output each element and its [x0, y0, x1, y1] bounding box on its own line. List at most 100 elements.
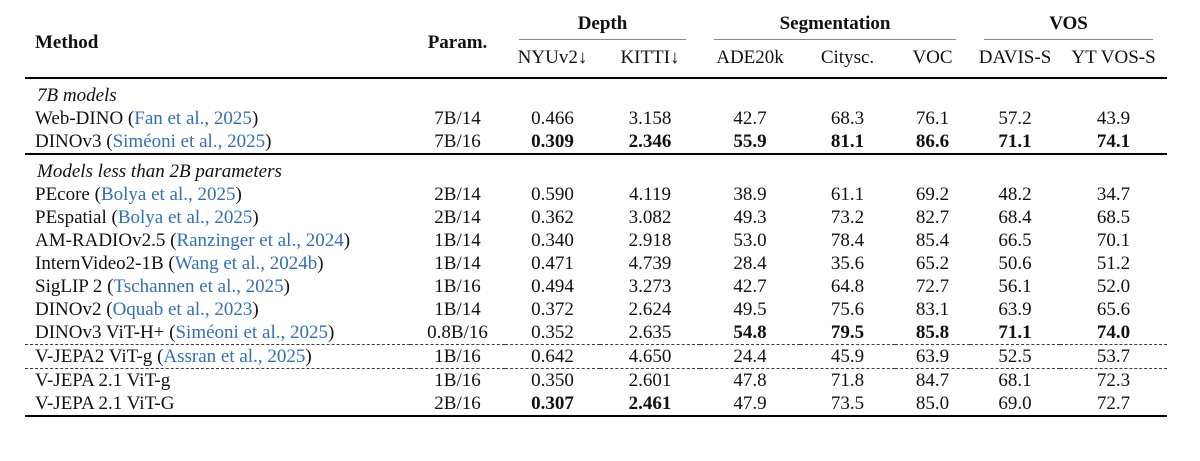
cell-method: DINOv2 (Oquab et al., 2023)	[35, 299, 259, 320]
method-name: InternVideo2-1B	[35, 253, 164, 274]
citation-link[interactable]: Siméoni et al., 2025	[175, 322, 328, 343]
cell-value: 51.2	[1096, 253, 1131, 274]
sub-header-row: NYUv2↓ KITTI↓ ADE20k Citysc. VOC DAVIS-S…	[25, 40, 1168, 79]
cell-value: 85.4	[915, 230, 950, 251]
cell-value: 68.1	[970, 368, 1061, 392]
cell-method: SigLIP 2 (Tschannen et al., 2025)	[35, 276, 290, 297]
cell-value: 74.0	[1096, 322, 1131, 343]
cell-value: 3.273	[628, 276, 672, 297]
method-name: AM-RADIOv2.5	[35, 230, 166, 251]
cell-value: 42.7	[733, 276, 767, 297]
cell-value: 38.9	[733, 184, 767, 205]
cell-param: 7B/16	[434, 131, 481, 152]
cell-value: 79.5	[830, 322, 865, 343]
column-header-yt-vos-s: YT VOS-S	[1060, 40, 1168, 79]
method-name: Web-DINO	[35, 108, 124, 129]
cell-value: 4.739	[628, 253, 672, 274]
table-body: 7B models Web-DINO (Fan et al., 2025) 7B/1…	[25, 78, 1168, 416]
cell-value: 71.8	[800, 368, 895, 392]
cell-method: PEcore (Bolya et al., 2025)	[35, 184, 242, 205]
cell-method: DINOv3 ViT-H+ (Siméoni et al., 2025)	[35, 322, 335, 343]
cell-value: 49.3	[733, 207, 767, 228]
cell-method: V-JEPA2 ViT-g (Assran et al., 2025)	[25, 344, 410, 369]
cell-value: 65.2	[915, 253, 950, 274]
cell-param: 1B/16	[410, 368, 505, 392]
cell-value: 53.0	[733, 230, 767, 251]
section-header-row: 7B models	[25, 78, 1167, 107]
cell-value: 66.5	[998, 230, 1032, 251]
method-name: PEspatial	[35, 207, 107, 228]
cell-param: 0.8B/16	[427, 322, 488, 343]
cell-value: 55.9	[733, 131, 767, 152]
cell-value: 4.650	[600, 344, 700, 369]
cell-value: 28.4	[733, 253, 767, 274]
cell-param: 2B/16	[434, 393, 481, 414]
table-row: DINOv3 ViT-H+ (Siméoni et al., 2025) 0.8B…	[25, 321, 1167, 345]
cell-method: PEspatial (Bolya et al., 2025)	[35, 207, 259, 228]
group-header-segmentation: Segmentation	[700, 7, 970, 40]
cell-value: 50.6	[998, 253, 1032, 274]
table-row: DINOv2 (Oquab et al., 2023) 1B/14 0.372 2.6…	[25, 298, 1167, 321]
cell-value: 43.9	[1096, 108, 1131, 129]
method-name: SigLIP 2	[35, 276, 103, 297]
cell-value: 70.1	[1096, 230, 1131, 251]
cell-value: 71.1	[998, 131, 1032, 152]
cell-value: 0.362	[531, 207, 574, 228]
cell-param: 2B/14	[434, 207, 481, 228]
table-row: Web-DINO (Fan et al., 2025) 7B/14 0.466 3.1…	[25, 107, 1167, 130]
citation-link[interactable]: Ranzinger et al., 2024	[176, 230, 344, 251]
cell-value: 0.642	[505, 344, 600, 369]
cell-method: V-JEPA 2.1 ViT-G	[25, 392, 410, 416]
cell-value: 34.7	[1096, 184, 1131, 205]
cell-value: 35.6	[830, 253, 865, 274]
cell-value: 2.461	[628, 393, 672, 414]
cell-method: DINOv3 (Siméoni et al., 2025)	[35, 131, 272, 152]
cell-method: Web-DINO (Fan et al., 2025)	[35, 108, 259, 129]
table-row: InternVideo2-1B (Wang et al., 2024b) 1B/1…	[25, 252, 1167, 275]
cell-value: 47.9	[733, 393, 767, 414]
section-label: 7B models	[37, 85, 117, 106]
cell-param: 1B/14	[434, 230, 481, 251]
group-label-vos: VOS	[984, 12, 1154, 40]
group-label-segmentation: Segmentation	[714, 12, 957, 40]
cell-value: 75.6	[830, 299, 865, 320]
cell-param: 7B/14	[434, 108, 481, 129]
section-label: Models less than 2B parameters	[25, 153, 1168, 183]
cell-value: 0.466	[531, 108, 574, 129]
citation-link[interactable]: Tschannen et al., 2025	[113, 276, 284, 297]
citation-link[interactable]: Bolya et al., 2025	[100, 184, 236, 205]
column-header-voc: VOC	[895, 40, 971, 79]
column-header-kitti: KITTI↓	[600, 40, 700, 79]
cell-value: 71.1	[998, 322, 1032, 343]
cell-param: 1B/14	[434, 299, 481, 320]
cell-value: 83.1	[915, 299, 950, 320]
cell-value: 63.9	[895, 344, 971, 369]
cell-value: 24.4	[700, 344, 800, 369]
column-header-davis-s: DAVIS-S	[970, 40, 1061, 79]
cell-value: 48.2	[998, 184, 1032, 205]
cell-value: 68.5	[1096, 207, 1131, 228]
citation-link[interactable]: Fan et al., 2025	[134, 108, 252, 129]
cell-value: 82.7	[915, 207, 950, 228]
cell-value: 0.309	[531, 131, 574, 152]
citation-link[interactable]: Oquab et al., 2023	[112, 299, 253, 320]
method-name: V-JEPA 2.1 ViT-g	[35, 370, 171, 391]
group-label-depth: Depth	[519, 12, 686, 40]
method-name: V-JEPA2 ViT-g	[35, 346, 153, 367]
cell-value: 0.372	[531, 299, 574, 320]
method-name: PEcore	[35, 184, 90, 205]
table-row: V-JEPA 2.1 ViT-g 1B/16 0.350 2.601 47.8 71.8 8…	[25, 368, 1168, 392]
cell-value: 76.1	[915, 108, 950, 129]
cell-value: 84.7	[895, 368, 971, 392]
citation-link[interactable]: Siméoni et al., 2025	[112, 131, 266, 152]
column-header-citysc: Citysc.	[800, 40, 895, 79]
cell-value: 85.0	[915, 393, 950, 414]
cell-value: 0.590	[531, 184, 574, 205]
cell-value: 0.340	[531, 230, 574, 251]
table-row: AM-RADIOv2.5 (Ranzinger et al., 2024) 1B/…	[25, 229, 1167, 252]
citation-link[interactable]: Wang et al., 2024b	[174, 253, 318, 274]
citation-link[interactable]: Assran et al., 2025	[163, 346, 306, 367]
cell-method: InternVideo2-1B (Wang et al., 2024b)	[35, 253, 324, 274]
table-row: DINOv3 (Siméoni et al., 2025) 7B/16 0.309 2…	[25, 130, 1167, 154]
citation-link[interactable]: Bolya et al., 2025	[117, 207, 253, 228]
